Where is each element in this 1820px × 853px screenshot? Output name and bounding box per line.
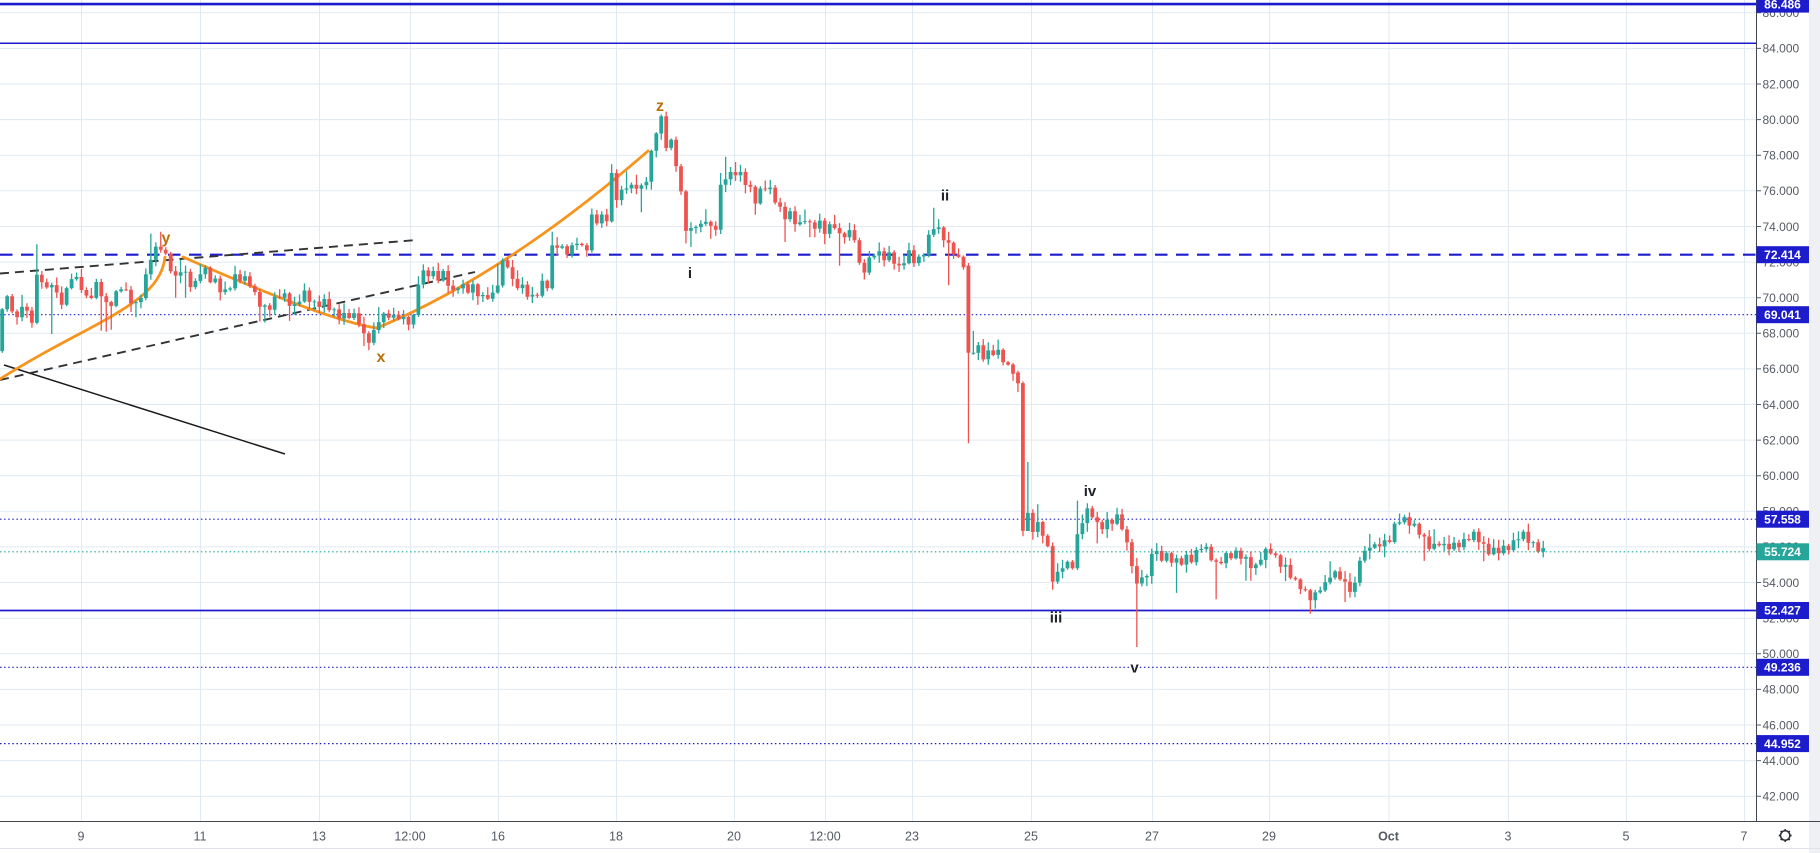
svg-text:7: 7 (1741, 830, 1748, 844)
svg-text:27: 27 (1145, 830, 1159, 844)
svg-text:42.000: 42.000 (1763, 790, 1800, 804)
svg-text:70.000: 70.000 (1763, 291, 1800, 305)
svg-text:5: 5 (1623, 830, 1630, 844)
svg-text:52.427: 52.427 (1764, 604, 1801, 618)
svg-text:ii: ii (941, 188, 949, 205)
svg-text:80.000: 80.000 (1763, 113, 1800, 127)
svg-text:62.000: 62.000 (1763, 433, 1800, 447)
svg-text:iii: iii (1050, 610, 1063, 627)
svg-text:64.000: 64.000 (1763, 398, 1800, 412)
svg-text:72.414: 72.414 (1764, 248, 1801, 262)
svg-text:11: 11 (194, 830, 207, 844)
svg-text:18: 18 (609, 830, 623, 844)
svg-text:48.000: 48.000 (1763, 683, 1800, 697)
svg-text:57.558: 57.558 (1764, 512, 1801, 526)
svg-text:z: z (656, 98, 664, 115)
svg-text:66.000: 66.000 (1763, 362, 1800, 376)
svg-text:13: 13 (312, 830, 326, 844)
svg-text:74.000: 74.000 (1763, 220, 1800, 234)
svg-text:84.000: 84.000 (1763, 42, 1800, 56)
svg-text:23: 23 (905, 830, 919, 844)
svg-text:12:00: 12:00 (809, 830, 840, 844)
svg-text:54.000: 54.000 (1763, 576, 1800, 590)
svg-text:86.486: 86.486 (1764, 0, 1801, 11)
svg-text:Oct: Oct (1378, 830, 1400, 844)
svg-text:49.236: 49.236 (1764, 661, 1801, 675)
svg-text:46.000: 46.000 (1763, 718, 1800, 732)
svg-text:76.000: 76.000 (1763, 184, 1800, 198)
svg-text:82.000: 82.000 (1763, 77, 1800, 91)
svg-text:44.952: 44.952 (1764, 737, 1801, 751)
svg-text:16: 16 (491, 830, 505, 844)
svg-text:y: y (162, 230, 171, 247)
svg-text:44.000: 44.000 (1763, 754, 1800, 768)
svg-text:25: 25 (1024, 830, 1038, 844)
svg-text:i: i (688, 265, 692, 282)
svg-text:60.000: 60.000 (1763, 469, 1800, 483)
svg-text:69.041: 69.041 (1764, 308, 1801, 322)
svg-text:55.724: 55.724 (1764, 545, 1801, 559)
svg-text:12:00: 12:00 (394, 830, 425, 844)
svg-text:iv: iv (1084, 483, 1097, 500)
svg-text:20: 20 (727, 830, 741, 844)
svg-text:50.000: 50.000 (1763, 647, 1800, 661)
svg-text:9: 9 (78, 830, 85, 844)
svg-text:x: x (377, 349, 386, 366)
svg-text:v: v (1130, 660, 1139, 677)
svg-text:78.000: 78.000 (1763, 149, 1800, 163)
svg-text:29: 29 (1262, 830, 1276, 844)
svg-text:68.000: 68.000 (1763, 327, 1800, 341)
svg-text:3: 3 (1505, 830, 1512, 844)
